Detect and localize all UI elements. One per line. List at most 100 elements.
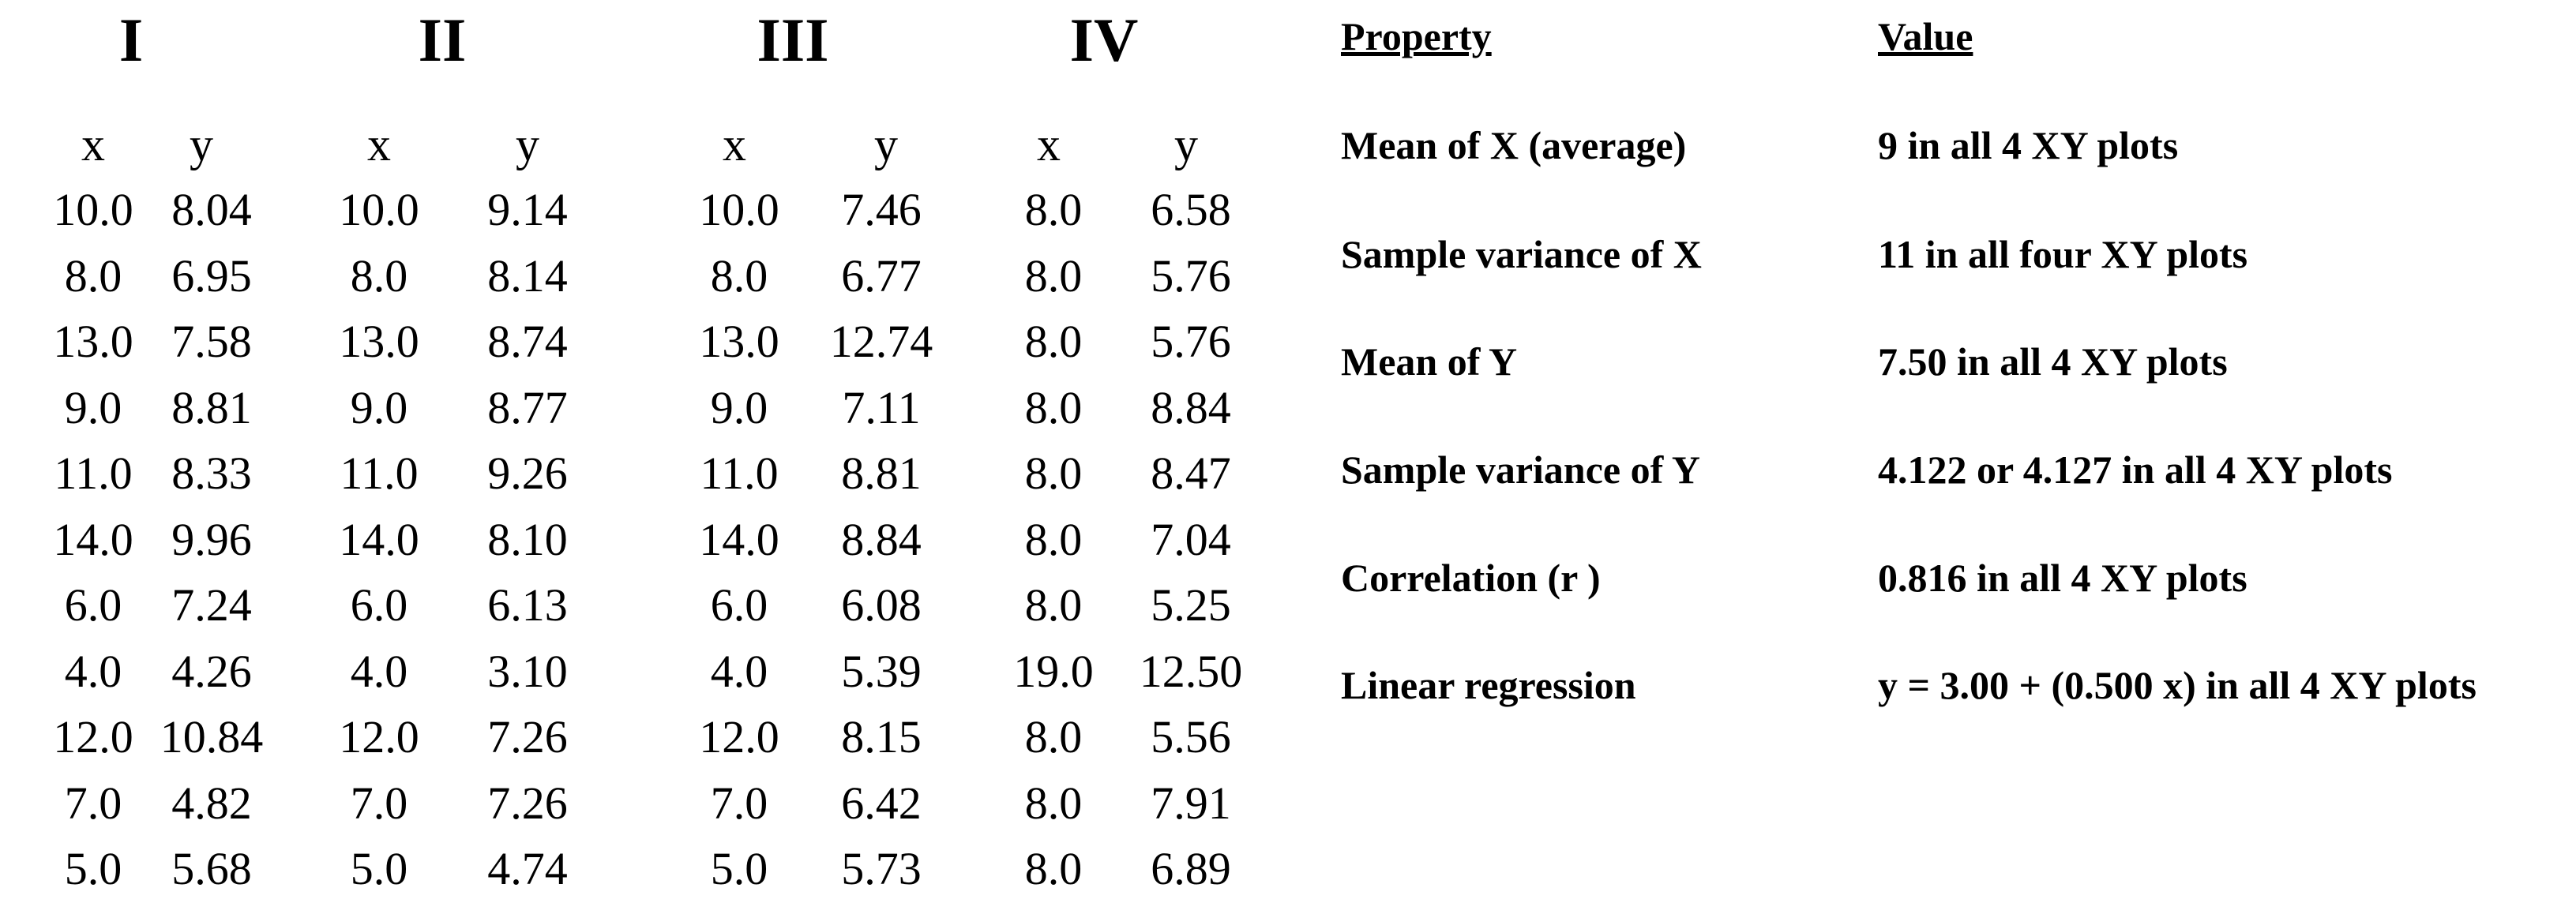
value-column-header: Value	[1878, 14, 1973, 58]
y-value-cell: 8.33	[171, 448, 252, 499]
y-value-cell: 7.11	[842, 381, 921, 433]
x-value-cell: 11.0	[340, 448, 419, 499]
x-value-cell: 14.0	[53, 513, 133, 565]
y-value-cell: 10.84	[160, 711, 264, 762]
y-value-cell: 8.84	[841, 513, 922, 565]
x-column-header: x	[723, 118, 746, 170]
y-value-cell: 8.14	[487, 249, 568, 302]
y-value-cell: 6.58	[1151, 184, 1231, 235]
dataset-title: II	[418, 6, 467, 74]
y-column-header: y	[874, 118, 898, 170]
y-value-cell: 7.04	[1151, 513, 1231, 565]
y-value-cell: 4.26	[171, 645, 252, 697]
x-value-cell: 8.0	[1024, 316, 1083, 367]
x-value-cell: 7.0	[710, 777, 768, 829]
x-value-cell: 13.0	[699, 316, 779, 367]
x-value-cell: 6.0	[710, 579, 768, 631]
x-value-cell: 8.0	[350, 249, 408, 302]
dataset-title: IV	[1069, 6, 1139, 74]
y-value-cell: 4.82	[171, 777, 252, 829]
x-value-cell: 8.0	[1024, 249, 1083, 302]
x-value-cell: 19.0	[1013, 645, 1094, 697]
y-value-cell: 8.81	[841, 448, 922, 499]
x-value-cell: 8.0	[1024, 579, 1083, 631]
x-value-cell: 6.0	[64, 579, 122, 631]
x-value-cell: 12.0	[339, 711, 419, 762]
x-value-cell: 5.0	[64, 843, 122, 894]
property-name: Correlation (r )	[1341, 556, 1601, 600]
property-column-header: Property	[1341, 14, 1492, 58]
x-value-cell: 4.0	[350, 645, 408, 697]
x-value-cell: 10.0	[699, 184, 779, 235]
y-value-cell: 8.15	[841, 711, 922, 762]
y-value-cell: 8.04	[171, 184, 252, 235]
property-name: Mean of Y	[1341, 339, 1518, 384]
property-value: 7.50 in all 4 XY plots	[1878, 339, 2228, 384]
property-value: 4.122 or 4.127 in all 4 XY plots	[1878, 448, 2393, 492]
property-value: y = 3.00 + (0.500 x) in all 4 XY plots	[1878, 663, 2476, 707]
y-value-cell: 7.91	[1151, 777, 1231, 829]
y-value-cell: 6.13	[487, 579, 568, 631]
y-value-cell: 9.26	[487, 448, 568, 499]
y-value-cell: 7.46	[841, 184, 922, 235]
y-value-cell: 8.77	[487, 381, 568, 433]
x-value-cell: 8.0	[1024, 184, 1083, 235]
y-value-cell: 6.42	[841, 777, 922, 829]
y-column-header: y	[1174, 118, 1198, 170]
y-value-cell: 3.10	[487, 645, 568, 697]
x-value-cell: 8.0	[1024, 711, 1083, 762]
y-value-cell: 8.10	[487, 513, 568, 565]
x-value-cell: 10.0	[53, 184, 133, 235]
x-value-cell: 8.0	[1024, 448, 1083, 499]
y-value-cell: 5.73	[841, 843, 922, 894]
dataset-title: I	[118, 6, 144, 74]
y-column-header: y	[516, 118, 539, 170]
x-column-header: x	[367, 118, 391, 170]
x-value-cell: 8.0	[1024, 777, 1083, 829]
x-value-cell: 9.0	[710, 381, 768, 433]
x-value-cell: 14.0	[339, 513, 419, 565]
x-value-cell: 12.0	[699, 711, 779, 762]
x-value-cell: 6.0	[350, 579, 408, 631]
y-column-header: y	[190, 118, 213, 170]
x-value-cell: 14.0	[699, 513, 779, 565]
y-value-cell: 6.89	[1151, 843, 1231, 894]
y-value-cell: 5.25	[1151, 579, 1231, 631]
y-value-cell: 7.58	[171, 316, 252, 367]
y-value-cell: 5.39	[841, 645, 922, 697]
x-value-cell: 5.0	[710, 843, 768, 894]
x-column-header: x	[81, 118, 105, 170]
property-name: Linear regression	[1341, 663, 1636, 707]
y-value-cell: 8.84	[1151, 381, 1231, 433]
y-value-cell: 9.14	[487, 184, 568, 235]
dataset-title: III	[757, 6, 829, 74]
y-value-cell: 7.26	[487, 777, 568, 829]
x-value-cell: 12.0	[53, 711, 133, 762]
x-value-cell: 13.0	[339, 316, 419, 367]
y-value-cell: 8.81	[171, 381, 252, 433]
x-value-cell: 8.0	[64, 249, 122, 302]
x-value-cell: 5.0	[350, 843, 408, 894]
x-value-cell: 9.0	[350, 381, 408, 433]
y-value-cell: 5.76	[1151, 316, 1231, 367]
x-value-cell: 7.0	[64, 777, 122, 829]
x-value-cell: 7.0	[350, 777, 408, 829]
y-value-cell: 7.24	[171, 579, 252, 631]
y-value-cell: 5.76	[1151, 249, 1231, 302]
y-value-cell: 6.95	[171, 249, 252, 302]
property-name: Sample variance of X	[1341, 232, 1702, 276]
x-value-cell: 4.0	[64, 645, 122, 697]
property-value: 0.816 in all 4 XY plots	[1878, 556, 2247, 600]
y-value-cell: 12.74	[829, 316, 933, 367]
x-value-cell: 11.0	[54, 448, 133, 499]
property-value: 11 in all four XY plots	[1878, 232, 2248, 276]
property-name: Mean of X (average)	[1341, 123, 1687, 167]
y-value-cell: 5.56	[1151, 711, 1231, 762]
property-name: Sample variance of Y	[1341, 448, 1701, 492]
x-value-cell: 13.0	[53, 316, 133, 367]
x-value-cell: 8.0	[1024, 381, 1083, 433]
y-value-cell: 5.68	[171, 843, 252, 894]
x-value-cell: 8.0	[1024, 843, 1083, 894]
y-value-cell: 6.08	[841, 579, 922, 631]
